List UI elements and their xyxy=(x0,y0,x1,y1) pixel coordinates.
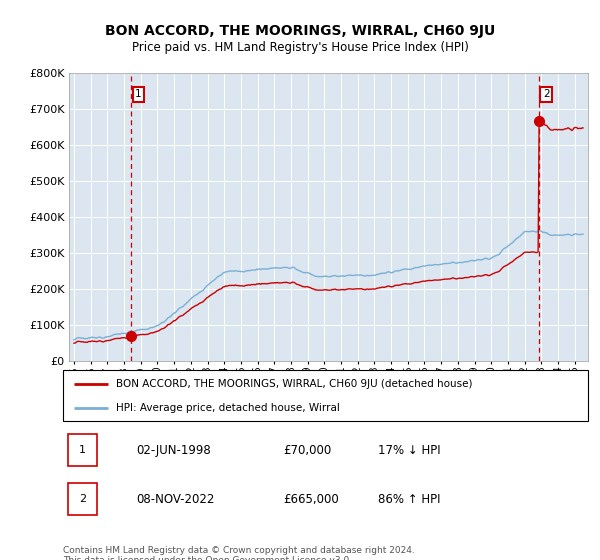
Text: £70,000: £70,000 xyxy=(284,444,332,456)
Bar xyxy=(68,483,97,515)
Text: Contains HM Land Registry data © Crown copyright and database right 2024.
This d: Contains HM Land Registry data © Crown c… xyxy=(63,546,415,560)
Text: 86% ↑ HPI: 86% ↑ HPI xyxy=(378,493,440,506)
Bar xyxy=(68,435,97,466)
Text: 02-JUN-1998: 02-JUN-1998 xyxy=(137,444,211,456)
Text: HPI: Average price, detached house, Wirral: HPI: Average price, detached house, Wirr… xyxy=(115,403,340,413)
Text: 1: 1 xyxy=(79,445,86,455)
Text: 2: 2 xyxy=(79,494,86,504)
Text: 2: 2 xyxy=(543,90,550,100)
Text: £665,000: £665,000 xyxy=(284,493,339,506)
Text: BON ACCORD, THE MOORINGS, WIRRAL, CH60 9JU (detached house): BON ACCORD, THE MOORINGS, WIRRAL, CH60 9… xyxy=(115,379,472,389)
Text: BON ACCORD, THE MOORINGS, WIRRAL, CH60 9JU: BON ACCORD, THE MOORINGS, WIRRAL, CH60 9… xyxy=(105,24,495,38)
Text: 17% ↓ HPI: 17% ↓ HPI xyxy=(378,444,440,456)
Text: 08-NOV-2022: 08-NOV-2022 xyxy=(137,493,215,506)
Text: 1: 1 xyxy=(135,90,142,100)
Text: Price paid vs. HM Land Registry's House Price Index (HPI): Price paid vs. HM Land Registry's House … xyxy=(131,41,469,54)
